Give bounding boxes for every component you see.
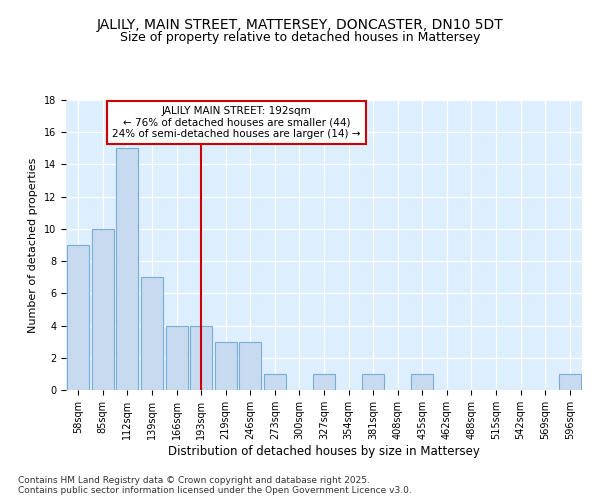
Text: Contains HM Land Registry data © Crown copyright and database right 2025.
Contai: Contains HM Land Registry data © Crown c… <box>18 476 412 495</box>
Bar <box>411 374 433 390</box>
Y-axis label: Number of detached properties: Number of detached properties <box>28 158 38 332</box>
Text: Size of property relative to detached houses in Mattersey: Size of property relative to detached ho… <box>120 31 480 44</box>
Bar <box>239 342 262 390</box>
Text: JALILY, MAIN STREET, MATTERSEY, DONCASTER, DN10 5DT: JALILY, MAIN STREET, MATTERSEY, DONCASTE… <box>97 18 503 32</box>
Bar <box>92 229 114 390</box>
Bar <box>215 342 237 390</box>
Bar <box>166 326 188 390</box>
Bar <box>141 277 163 390</box>
Bar <box>116 148 139 390</box>
Bar <box>264 374 286 390</box>
X-axis label: Distribution of detached houses by size in Mattersey: Distribution of detached houses by size … <box>168 444 480 458</box>
Bar <box>362 374 384 390</box>
Bar <box>67 245 89 390</box>
Text: JALILY MAIN STREET: 192sqm
← 76% of detached houses are smaller (44)
24% of semi: JALILY MAIN STREET: 192sqm ← 76% of deta… <box>112 106 361 139</box>
Bar <box>190 326 212 390</box>
Bar <box>313 374 335 390</box>
Bar <box>559 374 581 390</box>
